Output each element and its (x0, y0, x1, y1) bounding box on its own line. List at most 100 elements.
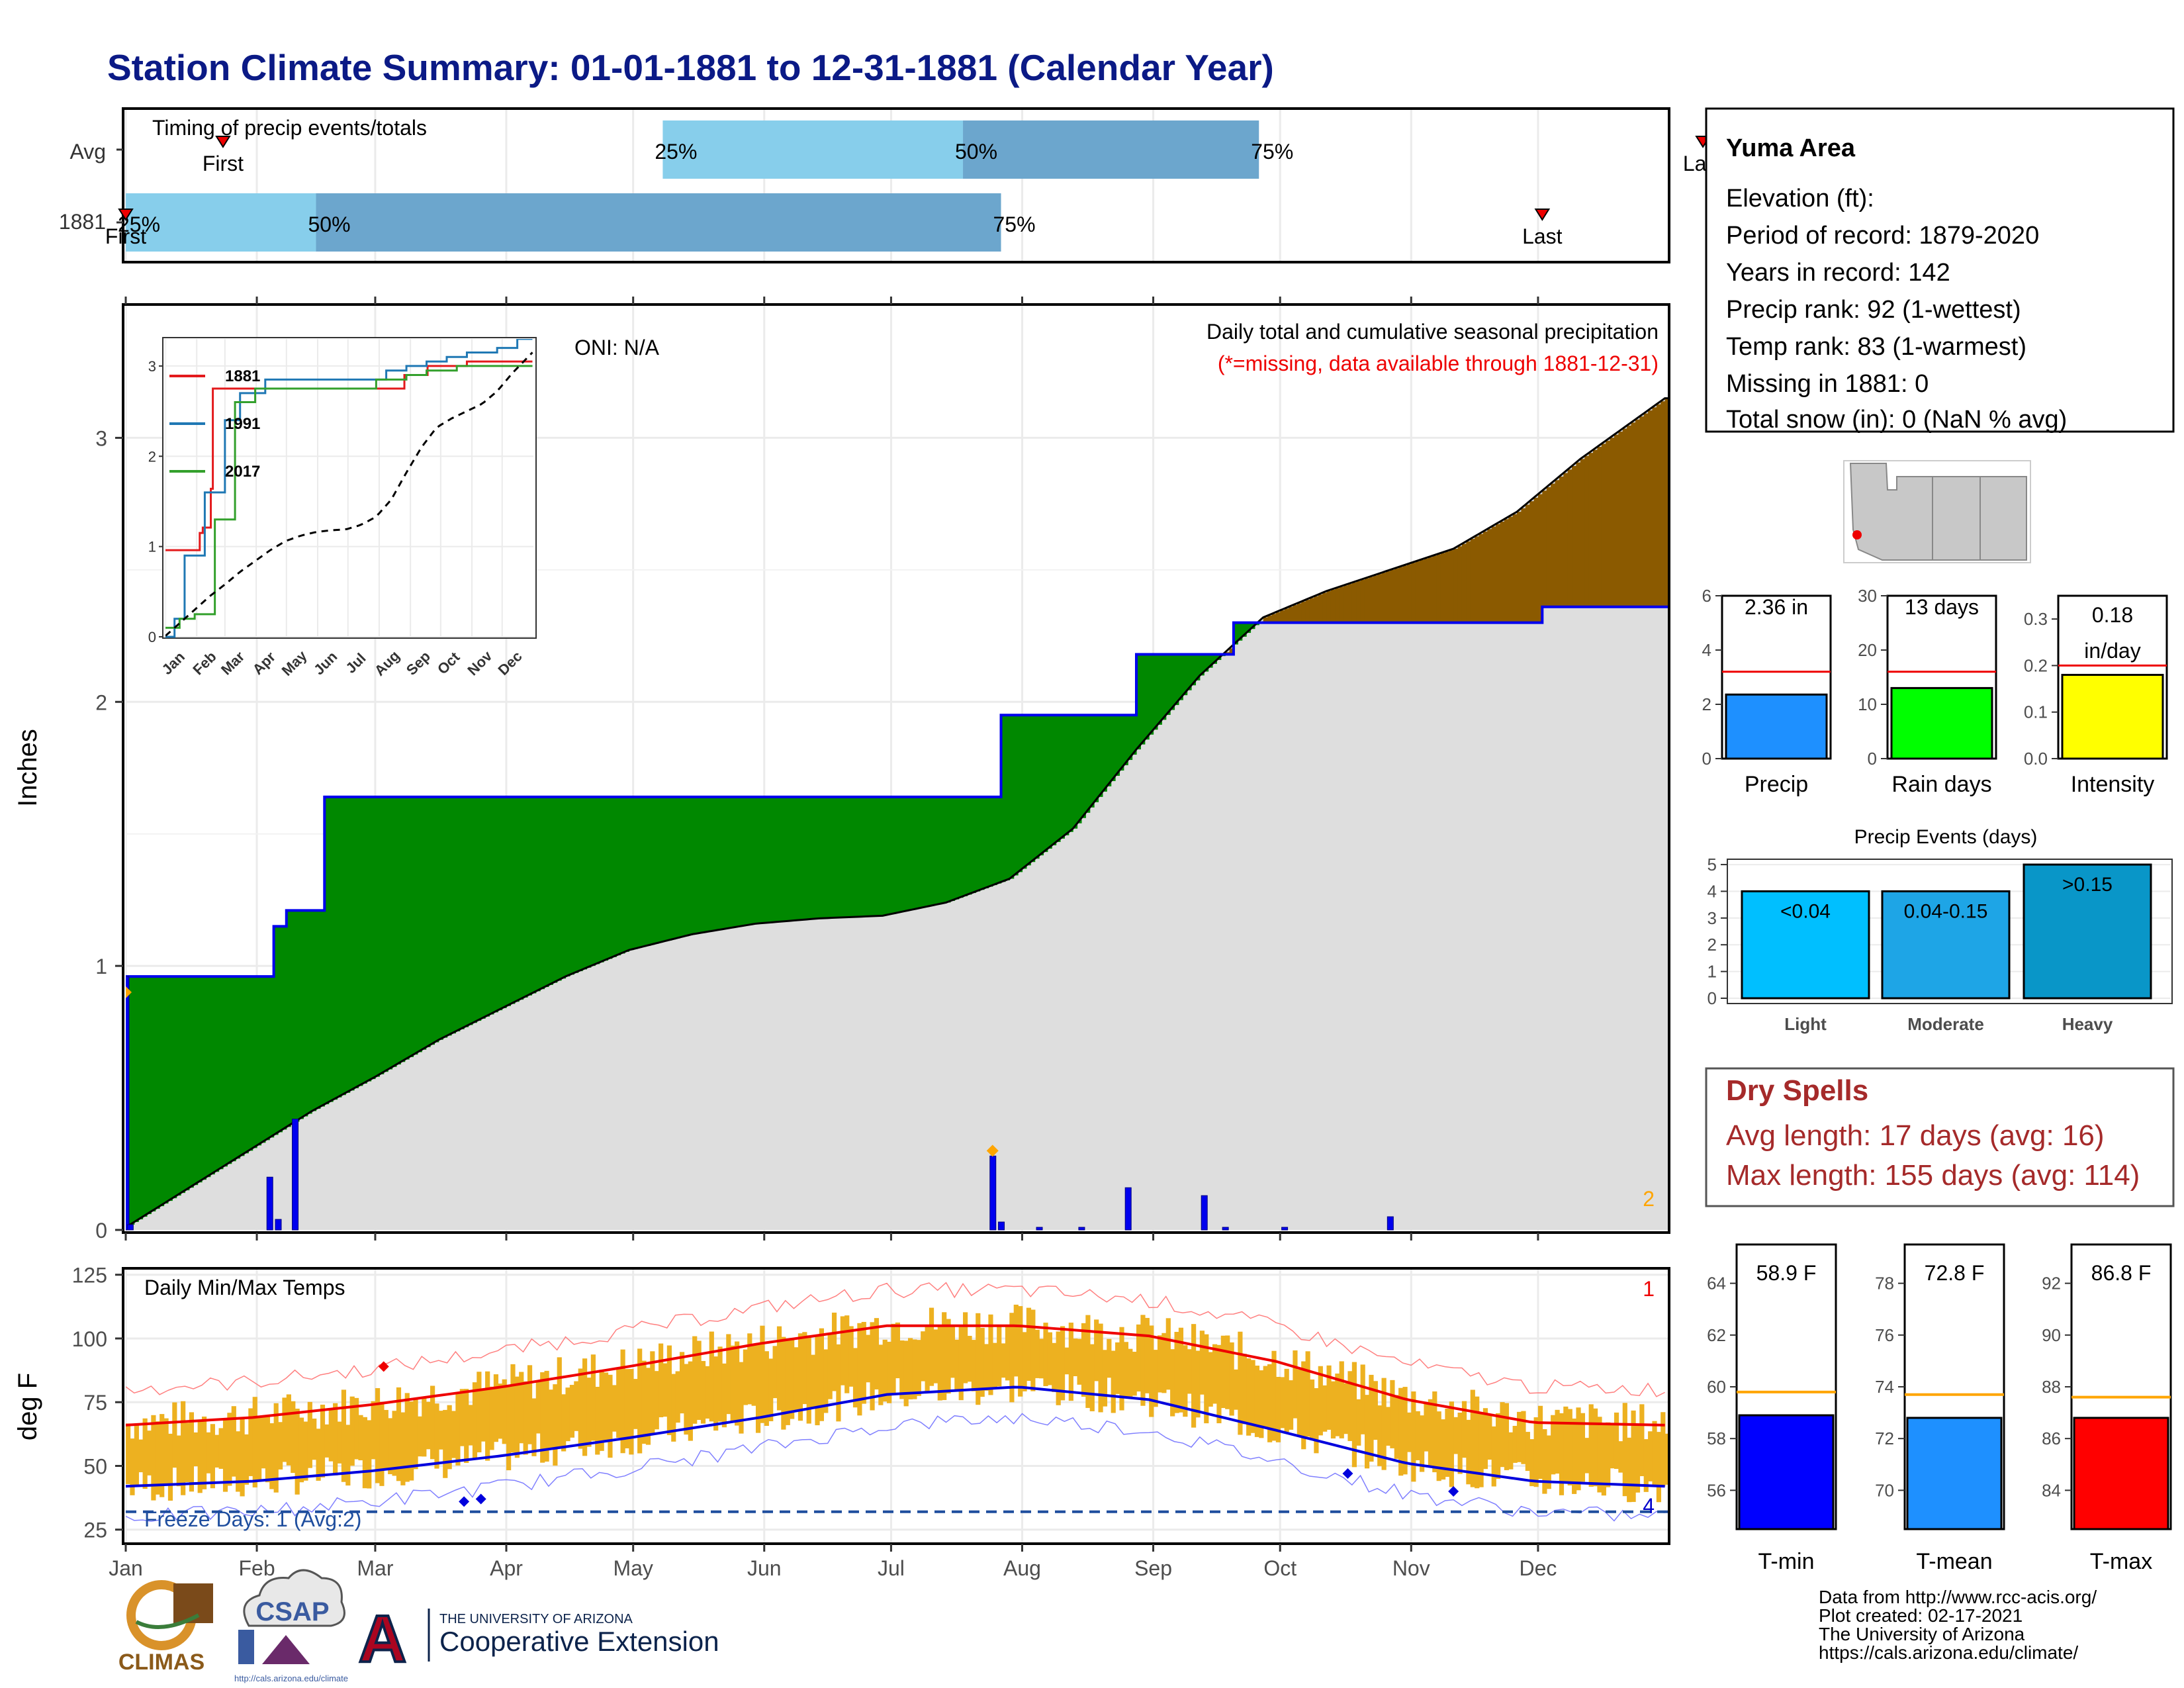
tstat-ytick-label: 58 (1707, 1429, 1726, 1448)
daily-temp-bar (282, 1397, 287, 1462)
station-line-elevation: Elevation (ft): (1726, 185, 1874, 212)
above-avg-fill (434, 796, 439, 1043)
below-avg-fill (1572, 465, 1577, 607)
daily-temp-bar (760, 1325, 765, 1423)
temp-panel: 25 50 75 100 125 Daily Min/Max Temps 1 4 Fre… (13, 1264, 1670, 1580)
above-avg-fill (684, 796, 689, 937)
precip-stats-charts: 2.36 in 0 2 4 6 Precip 13 days 0 10 20 30 Rain days… (1702, 586, 2168, 797)
below-avg-fill (1559, 476, 1564, 607)
below-avg-fill (1263, 617, 1268, 623)
below-avg-fill (1445, 551, 1450, 623)
events-ytick-label: 0 (1707, 988, 1717, 1008)
inset-line-2017 (165, 365, 533, 629)
daily-temp-bar (976, 1313, 981, 1405)
below-avg-fill (1500, 521, 1505, 623)
daily-temp-bar (1238, 1331, 1243, 1435)
daily-temp-bar (1297, 1369, 1302, 1436)
daily-temp-bar (659, 1343, 664, 1418)
oni-label: ONI: N/A (574, 336, 660, 359)
daily-temp-bar (167, 1433, 173, 1501)
daily-temp-bar (396, 1387, 402, 1481)
above-avg-fill (1212, 654, 1217, 664)
daily-temp-bar (1161, 1333, 1167, 1393)
ua-line1: THE UNIVERSITY OF ARIZONA (439, 1612, 633, 1626)
daily-temp-bar (1005, 1327, 1011, 1381)
station-line-temp-rank: Temp rank: 83 (1-warmest) (1726, 333, 2026, 361)
daily-temp-bar (548, 1389, 554, 1448)
below-avg-fill (1322, 592, 1328, 623)
stat-ytick-label: 0.1 (2024, 702, 2048, 722)
above-avg-fill (595, 796, 600, 964)
timing-q2-bar (316, 193, 1001, 252)
below-avg-fill (1546, 487, 1551, 607)
above-avg-fill (785, 796, 790, 921)
daily-temp-bar (1119, 1327, 1124, 1411)
daily-temp-bar (252, 1397, 257, 1488)
daily-temp-bar (464, 1389, 469, 1464)
above-avg-fill (870, 796, 875, 917)
temp-panel-label: Daily Min/Max Temps (144, 1276, 345, 1299)
daily-temp-bar (1225, 1335, 1230, 1409)
tstat-bar (2073, 1417, 2169, 1530)
daily-precip-bar (1387, 1216, 1394, 1231)
above-avg-fill (976, 796, 981, 892)
daily-temp-bar (1204, 1334, 1209, 1424)
tstat-ytick-label: 74 (1875, 1377, 1894, 1397)
daily-temp-bar (1516, 1411, 1522, 1462)
above-avg-fill (979, 796, 985, 890)
above-avg-fill (1242, 622, 1247, 637)
below-avg-fill (1280, 610, 1285, 623)
daily-temp-bar (1077, 1338, 1082, 1385)
stat-ytick-label: 2 (1702, 694, 1711, 714)
station-line-snow: Total snow (in): 0 (NaN % avg) (1726, 406, 2067, 434)
below-avg-fill (1622, 428, 1627, 607)
above-avg-fill (210, 976, 215, 1175)
daily-precip-bar (1124, 1187, 1132, 1231)
above-avg-fill (891, 796, 896, 914)
above-avg-fill (988, 796, 993, 887)
below-avg-fill (1440, 553, 1445, 623)
above-avg-fill (307, 910, 312, 1114)
stat-ytick-label: 10 (1858, 694, 1877, 714)
month-label: Dec (1519, 1556, 1557, 1580)
daily-temp-bar (1652, 1421, 1657, 1487)
heavy-event-marker (986, 1145, 999, 1157)
month-label: May (613, 1556, 653, 1580)
above-avg-fill (1174, 654, 1179, 706)
timing-row-1881-label: 1881 (59, 210, 106, 234)
daily-temp-bar (1402, 1387, 1408, 1475)
above-avg-fill (937, 796, 942, 905)
below-avg-fill (1482, 531, 1488, 623)
above-avg-fill (553, 796, 558, 983)
inset-line-average (165, 352, 533, 637)
below-avg-fill (1335, 588, 1340, 623)
event-bar-label: >0.15 (2062, 874, 2113, 896)
csap-logo: CSAP http://cals.arizona.edu/climate (234, 1569, 348, 1683)
above-avg-fill (1246, 622, 1251, 633)
dry-spells-frame (1705, 1067, 2175, 1207)
daily-temp-bar (675, 1371, 680, 1423)
above-avg-fill (189, 976, 194, 1188)
daily-temp-bar (1512, 1426, 1518, 1463)
below-avg-fill (1555, 480, 1560, 607)
above-avg-fill (903, 796, 909, 912)
daily-temp-bar (726, 1334, 731, 1415)
daily-temp-bar (887, 1341, 892, 1403)
daily-temp-bar (1052, 1342, 1057, 1392)
daily-temp-bar (265, 1416, 271, 1483)
daily-temp-bar (1622, 1403, 1627, 1497)
ua-block-a-icon: A (359, 1602, 406, 1676)
daily-temp-bar (1191, 1324, 1197, 1428)
below-avg-fill (1360, 579, 1365, 623)
daily-temp-bar (1212, 1344, 1218, 1404)
below-avg-fill (1563, 473, 1569, 607)
daily-temp-bar (1293, 1350, 1298, 1419)
daily-temp-bar (836, 1344, 841, 1422)
daily-temp-bar (933, 1329, 938, 1383)
above-avg-fill (967, 796, 972, 895)
month-label: Oct (1263, 1556, 1297, 1580)
tstat-ytick-label: 76 (1875, 1325, 1894, 1345)
above-avg-fill (1195, 654, 1201, 680)
above-avg-fill (950, 796, 955, 902)
